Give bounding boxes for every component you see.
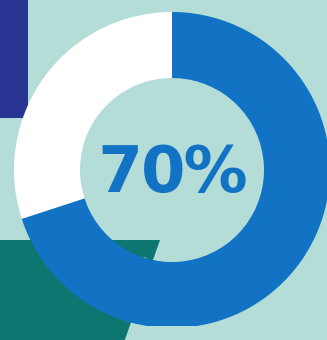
donut-chart: 70% [13, 12, 327, 326]
donut-slices [13, 12, 327, 326]
percentage-label: 70% [98, 134, 246, 208]
donut-slice-0 [21, 12, 327, 326]
navy-corner-block [0, 0, 28, 118]
donut-slice-1 [13, 12, 173, 219]
